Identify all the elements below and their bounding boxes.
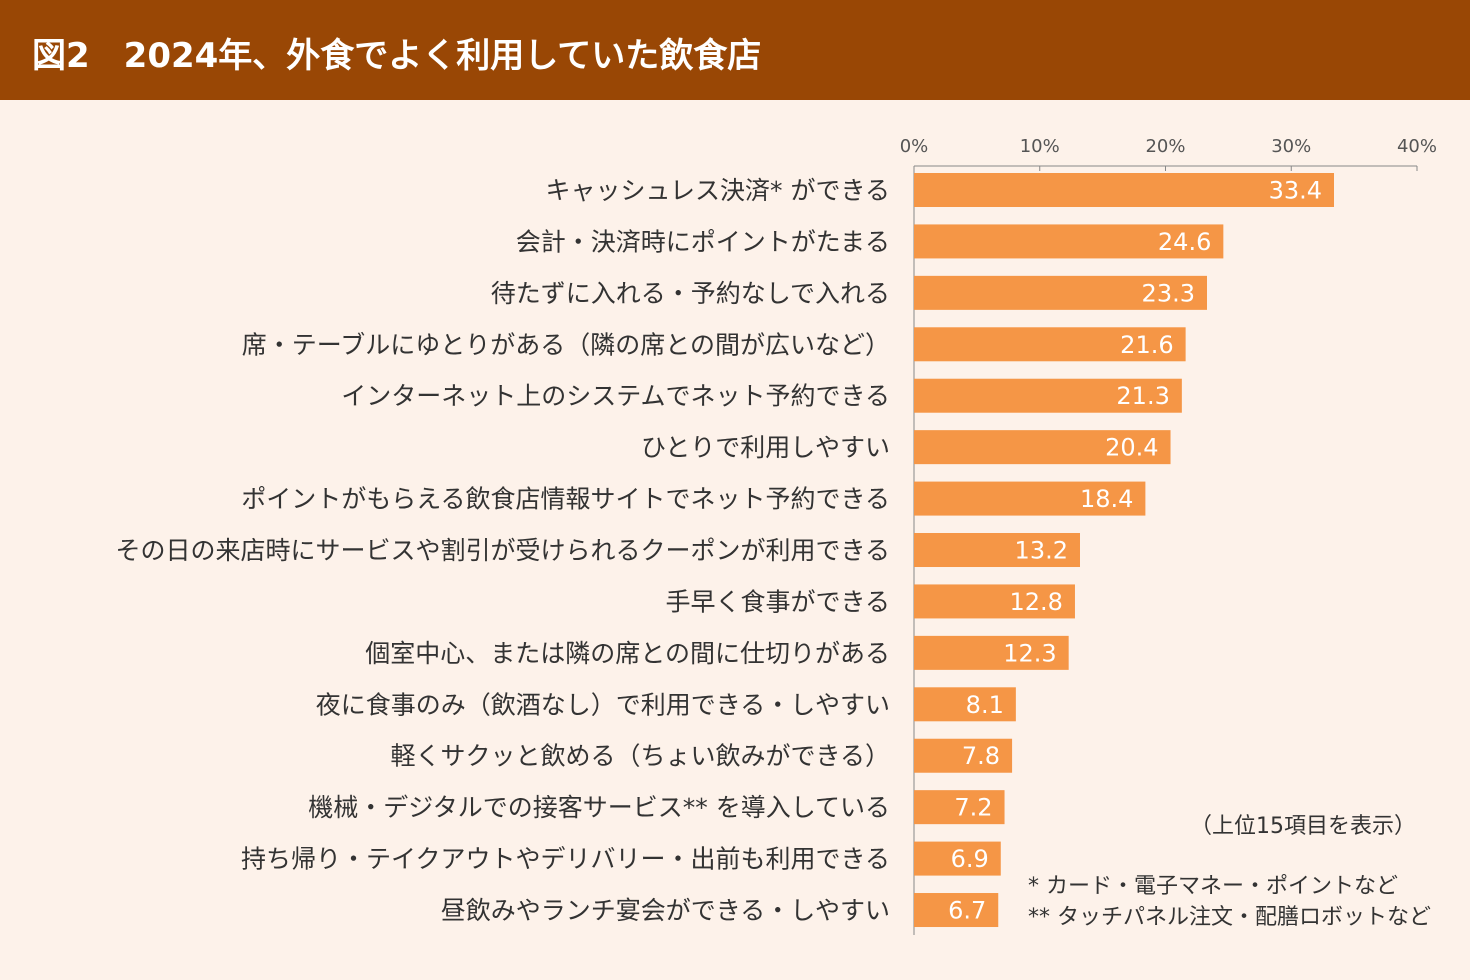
x-tick-label: 40% (1397, 136, 1437, 157)
bar-value-label: 13.2 (1015, 537, 1068, 565)
bar (914, 738, 1013, 773)
footnote-2: ** タッチパネル注文・配膳ロボットなど (1028, 905, 1431, 930)
category-label: 昼飲みやランチ宴会ができる・しやすい (441, 896, 890, 925)
x-tick-label: 20% (1145, 136, 1185, 157)
bar-value-label: 20.4 (1105, 434, 1158, 462)
bar (914, 841, 1001, 876)
bar (914, 224, 1224, 259)
top-n-note: （上位15項目を表示） (1190, 814, 1416, 839)
category-label: 軽くサクッと飲める（ちょい飲みができる） (390, 742, 890, 771)
bar-value-label: 23.3 (1142, 279, 1195, 307)
bar-value-label: 24.6 (1158, 228, 1211, 256)
bar (914, 173, 1335, 207)
bar-value-label: 33.4 (1269, 177, 1322, 205)
category-label: 持ち帰り・テイクアウトやデリバリー・出前も利用できる (241, 845, 890, 874)
bar (914, 275, 1207, 310)
bar-value-label: 18.4 (1080, 485, 1133, 513)
x-tick-label: 0% (900, 136, 929, 157)
category-label: キャッシュレス決済* ができる (546, 176, 890, 205)
category-label: 手早く食事ができる (665, 587, 890, 616)
category-label: ポイントがもらえる飲食店情報サイトでネット予約できる (241, 485, 890, 514)
bar-value-label: 21.3 (1116, 382, 1169, 410)
bar-value-label: 6.7 (948, 897, 986, 925)
bar (914, 687, 1016, 722)
bar-value-label: 6.9 (951, 845, 989, 873)
bar-value-label: 7.8 (962, 742, 1000, 770)
bar-value-label: 12.8 (1010, 588, 1063, 616)
bar (914, 430, 1171, 465)
category-label: ひとりで利用しやすい (641, 433, 890, 462)
x-tick-label: 10% (1020, 136, 1060, 157)
category-label: 会計・決済時にポイントがたまる (516, 227, 890, 256)
category-label: 席・テーブルにゆとりがある（隣の席との間が広いなど） (242, 330, 890, 359)
bar-value-label: 12.3 (1003, 639, 1056, 667)
category-label: 待たずに入れる・予約なしで入れる (491, 279, 890, 308)
bar (914, 790, 1005, 825)
bar-value-label: 8.1 (966, 691, 1004, 719)
bar (914, 893, 999, 928)
category-label: インターネット上のシステムでネット予約できる (341, 382, 890, 411)
category-label: その日の来店時にサービスや割引が受けられるクーポンが利用できる (115, 536, 890, 565)
category-label: 機械・デジタルでの接客サービス** を導入している (308, 793, 890, 822)
chart-title: 図2 2024年、外食でよく利用していた飲食店 (32, 36, 762, 76)
bar (914, 635, 1069, 670)
bar (914, 584, 1075, 619)
title-banner: 図2 2024年、外食でよく利用していた飲食店 (0, 0, 1470, 100)
x-tick-label: 30% (1271, 136, 1311, 157)
bar (914, 481, 1146, 516)
bar-value-label: 7.2 (954, 794, 992, 822)
category-label: 個室中心、または隣の席との間に仕切りがある (365, 639, 890, 668)
bar (914, 327, 1186, 362)
bar (914, 533, 1080, 568)
category-label: 夜に食事のみ（飲酒なし）で利用できる・しやすい (316, 690, 890, 719)
bar-value-label: 21.6 (1120, 331, 1173, 359)
bar (914, 378, 1182, 413)
footnote-1: * カード・電子マネー・ポイントなど (1028, 874, 1398, 899)
